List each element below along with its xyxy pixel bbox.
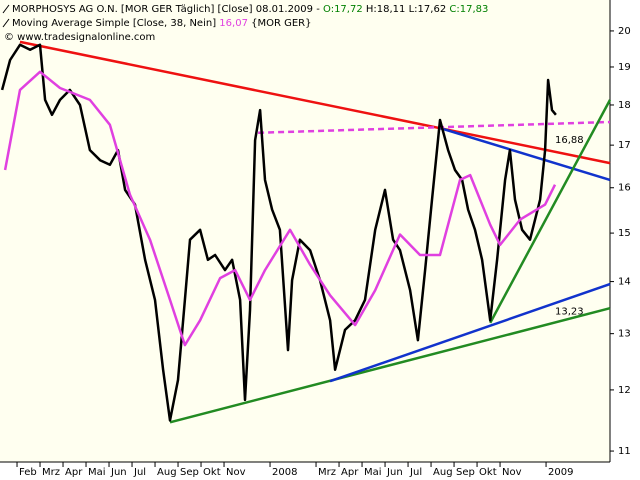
y-tick-label: 19 [618,62,631,73]
trend-line [489,99,612,324]
legend-entry: MORPHOSYS AG O.N. [MOR GER Täglich] [Clo… [12,4,320,15]
x-tick-label: Apr [341,467,359,478]
x-tick-label: Apr [65,467,83,478]
x-tick-label: 2009 [548,467,573,478]
x-tick-label: Nov [226,467,246,478]
quote-close: C:17,83 [449,4,488,15]
x-tick-label: Mrz [318,467,336,478]
x-tick-label: Mrz [42,467,60,478]
x-tick-label: Okt [479,467,497,478]
legend-line: Moving Average Simple [Close, 38, Nein] … [12,18,312,29]
annotation-label: 16,88 [555,135,584,146]
trend-line [439,126,611,182]
ma-value: 16,07 [219,18,248,29]
quote-open: O:17,72 [323,4,363,15]
x-tick-label: Jul [409,467,422,478]
x-tick-label: 2008 [272,467,297,478]
source: © www.tradesignalonline.com [4,32,155,43]
y-tick-label: 15 [618,228,631,239]
x-tick-label: Jul [133,467,146,478]
x-tick-label: Nov [502,467,522,478]
y-tick-label: 11 [618,446,631,457]
x-tick-label: Feb [19,467,37,478]
y-axis-bg [610,0,640,480]
y-tick-label: 16 [618,183,631,194]
x-tick-label: Mai [88,467,106,478]
y-tick-label: 12 [618,385,631,396]
x-tick-label: Sep [180,467,199,478]
quote-high: H:18,11 [366,4,406,15]
y-tick-label: 13 [618,329,631,340]
plot-bg [0,0,610,462]
x-tick-label: Mai [364,467,382,478]
x-tick-label: Okt [203,467,221,478]
y-tick-label: 14 [618,277,631,288]
x-tick-label: Jun [386,467,403,478]
legend-entry: Moving Average Simple [Close, 38, Nein] [12,18,216,29]
legend-icon [2,4,10,14]
x-tick-label: Sep [456,467,475,478]
y-tick-label: 18 [618,100,631,111]
trend-line [169,306,611,424]
annotation-label: 13,23 [555,306,584,317]
x-tick-label: Aug [157,467,177,478]
trend-line [19,40,611,165]
trend-line [258,120,611,135]
y-tick-label: 20 [618,26,631,37]
x-tick-label: Aug [433,467,453,478]
legend-icon [2,18,10,28]
trend-line [329,282,611,383]
y-tick-label: 17 [618,140,631,151]
ma-symbol: {MOR GER} [251,18,311,29]
x-tick-label: Jun [110,467,127,478]
legend-line: MORPHOSYS AG O.N. [MOR GER Täglich] [Clo… [12,4,488,15]
series-line [0,43,557,422]
series-line [3,70,557,347]
quote-low: L:17,62 [409,4,447,15]
